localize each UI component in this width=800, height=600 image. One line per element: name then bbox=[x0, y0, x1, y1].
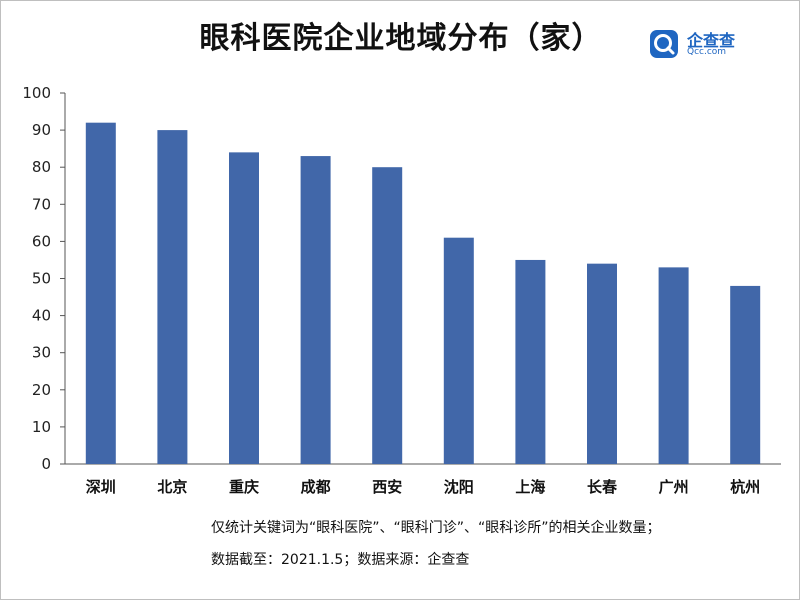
qcc-logo-icon bbox=[650, 30, 678, 58]
bar bbox=[730, 285, 761, 464]
logo-url: Qcc.com bbox=[687, 47, 727, 57]
bar bbox=[587, 263, 617, 464]
y-tick-label: 70 bbox=[32, 195, 51, 213]
bar bbox=[658, 267, 689, 464]
bar bbox=[157, 130, 188, 464]
x-category-label: 沈阳 bbox=[444, 478, 474, 496]
qcc-logo: 企查查 Qcc.com bbox=[649, 27, 759, 61]
footnote-scope: 仅统计关键词为“眼科医院”、“眼科门诊”、“眼科诊所”的相关企业数量； bbox=[211, 520, 661, 536]
x-category-label: 重庆 bbox=[229, 478, 259, 496]
chart-title: 眼科医院企业地域分布（家） bbox=[199, 21, 603, 56]
bar bbox=[229, 152, 259, 465]
y-tick-label: 20 bbox=[32, 381, 51, 399]
y-tick-label: 0 bbox=[41, 455, 51, 473]
bar bbox=[85, 122, 116, 465]
x-category-label: 上海 bbox=[515, 478, 545, 496]
bar bbox=[300, 156, 331, 464]
y-tick-label: 60 bbox=[32, 232, 51, 250]
x-category-label: 广州 bbox=[659, 478, 689, 496]
footnote-source: 数据截至：2021.1.5；数据来源：企查查 bbox=[211, 552, 470, 568]
y-tick-label: 50 bbox=[32, 270, 51, 288]
x-category-label: 成都 bbox=[301, 478, 331, 496]
x-category-label: 杭州 bbox=[730, 478, 760, 496]
y-tick-label: 100 bbox=[22, 84, 51, 102]
y-tick-label: 10 bbox=[32, 418, 51, 436]
logo-name: 企查查 bbox=[687, 31, 736, 50]
y-tick-label: 30 bbox=[32, 344, 51, 362]
y-tick-label: 40 bbox=[32, 307, 51, 325]
bar bbox=[443, 237, 474, 464]
x-category-label: 深圳 bbox=[86, 478, 116, 496]
x-category-label: 长春 bbox=[587, 478, 617, 496]
bar bbox=[372, 167, 403, 464]
x-category-label: 北京 bbox=[157, 478, 187, 496]
bar bbox=[515, 259, 546, 464]
x-category-label: 西安 bbox=[372, 478, 402, 496]
y-tick-label: 90 bbox=[32, 121, 51, 139]
y-tick-label: 80 bbox=[32, 158, 51, 176]
